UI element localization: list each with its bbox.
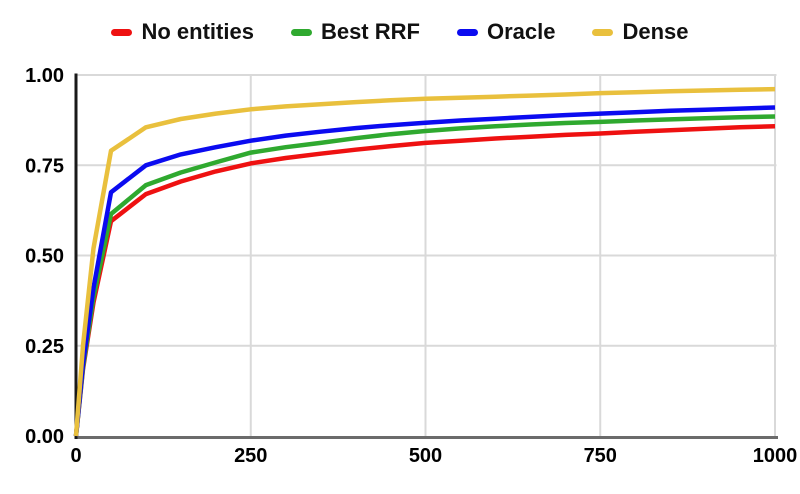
y-tick-label: 0.75: [25, 155, 64, 177]
legend-swatch-best-rrf-icon: [290, 28, 312, 36]
y-tick-label: 0.25: [25, 336, 64, 358]
legend-label-no-entities: No entities: [141, 19, 254, 44]
y-tick-label: 0.50: [25, 246, 64, 268]
legend-swatch-dense-icon: [592, 28, 614, 36]
legend-label-dense: Dense: [622, 19, 689, 44]
legend-item-dense: Dense: [592, 16, 689, 48]
y-tick-label: 1.00: [25, 65, 64, 87]
x-tick-label: 250: [234, 445, 267, 467]
x-tick-label: 0: [70, 445, 81, 467]
series-line-no-entities: [73, 124, 776, 437]
y-tick-label: 0.00: [25, 426, 64, 448]
x-tick-label: 1000: [753, 445, 798, 467]
series-line-dense: [73, 86, 776, 437]
legend-label-oracle: Oracle: [486, 19, 556, 44]
series-line-oracle: [73, 105, 776, 437]
legend-item-no-entities: No entities: [111, 16, 254, 48]
legend-item-oracle: Oracle: [456, 16, 556, 48]
legend-swatch-oracle-icon: [456, 28, 478, 36]
legend-label-best-rrf: Best RRF: [320, 19, 420, 44]
series-line-best-rrf: [73, 114, 776, 437]
chart-legend: No entities Best RRF Oracle Dense: [0, 16, 800, 48]
x-tick-label: 500: [409, 445, 442, 467]
legend-swatch-no-entities-icon: [111, 28, 133, 36]
legend-item-best-rrf: Best RRF: [290, 16, 420, 48]
x-tick-label: 750: [584, 445, 617, 467]
